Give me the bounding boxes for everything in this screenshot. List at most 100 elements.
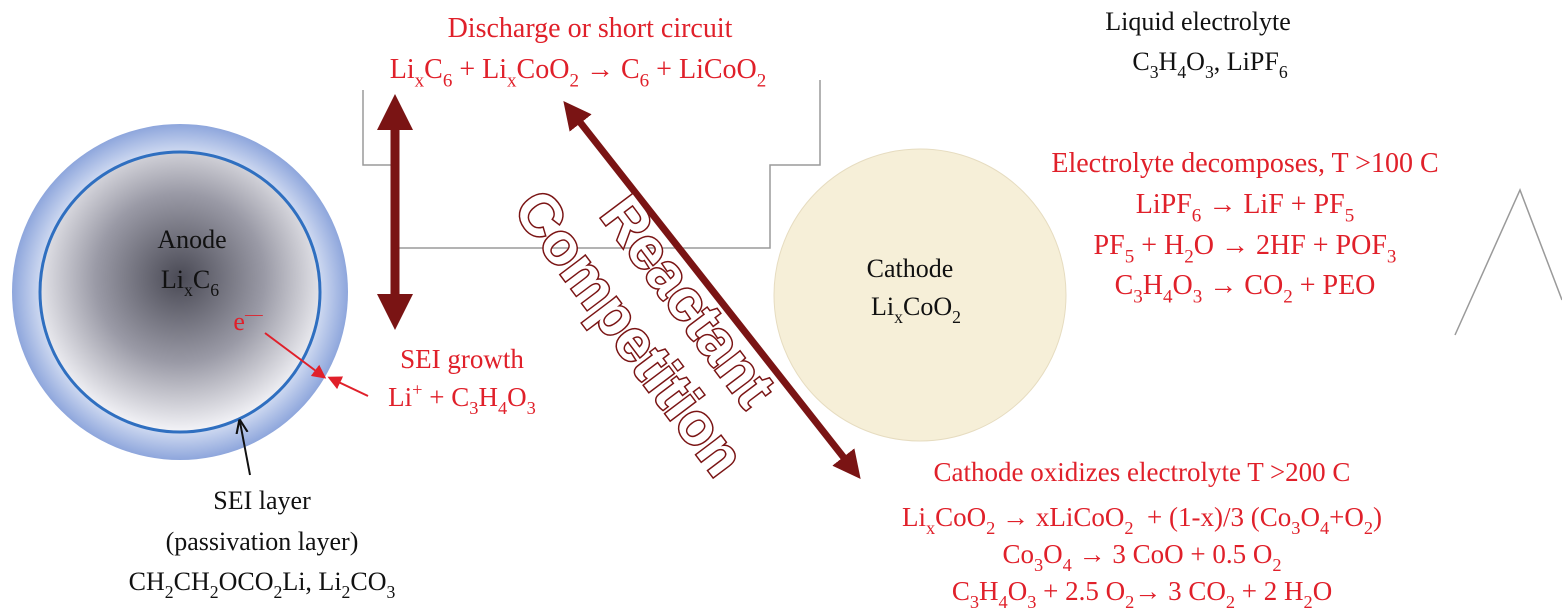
formula-text: O (1043, 539, 1063, 569)
formula-text: + Li (452, 54, 507, 85)
formula-text: Li (388, 382, 412, 412)
formula-text: Li, Li (282, 567, 341, 596)
subscript: 4 (1177, 62, 1186, 82)
ion-arrow (327, 376, 369, 397)
subscript: 2 (1124, 518, 1133, 538)
formula-text: O (1008, 576, 1028, 606)
formula-text: + H (1134, 230, 1184, 261)
subscript: 2 (569, 70, 579, 91)
subscript: 4 (1163, 286, 1173, 307)
oxidation-equation: Co3O4 → 3 CoO + 0.5 O2 (1002, 539, 1281, 575)
subscript: 3 (387, 582, 396, 602)
formula-text: CoO (935, 502, 986, 532)
cathode-formula: LixCoO2 (871, 292, 961, 327)
sei-layer-formula: CH2CH2OCO2Li, Li2CO3 (129, 567, 396, 602)
subscript: 6 (640, 70, 650, 91)
formula-text: O → 2HF + POF (1194, 230, 1387, 261)
formula-text: O (1300, 502, 1320, 532)
formula-text: CoO (903, 292, 952, 321)
subscript: 3 (1150, 62, 1159, 82)
formula-text: → CO (1202, 270, 1283, 301)
formula-text: Co (1002, 539, 1034, 569)
formula-text: e (233, 307, 245, 336)
cathode-label: Cathode (867, 254, 954, 283)
formula-text: C (1115, 270, 1134, 301)
subscript: 3 (1291, 518, 1300, 538)
subscript: 2 (273, 582, 282, 602)
subscript: 2 (1272, 555, 1281, 575)
formula-text: → C (579, 54, 640, 85)
anode-formula: LixC6 (161, 265, 219, 300)
sei-growth-title: SEI growth (400, 344, 524, 374)
formula-text: + 2 H (1235, 576, 1303, 606)
subscript: 6 (1192, 205, 1202, 226)
discharge-title: Discharge or short circuit (448, 13, 733, 44)
formula-text: → 3 CO (1134, 576, 1226, 606)
subscript: 2 (1364, 518, 1373, 538)
sei-layer-title: SEI layer (213, 486, 311, 515)
formula-text: ) (1373, 502, 1382, 532)
subscript: 6 (443, 70, 453, 91)
electron-label: e— (233, 304, 263, 336)
subscript: 3 (1387, 246, 1397, 267)
formula-text: H (1159, 47, 1178, 76)
formula-text: O (1313, 576, 1333, 606)
subscript: 6 (210, 280, 219, 300)
subscript: 2 (1226, 592, 1235, 612)
formula-text: O (507, 382, 527, 412)
subscript: 2 (1184, 246, 1194, 267)
formula-text: H (1143, 270, 1163, 301)
formula-text: O (1173, 270, 1193, 301)
subscript: x (507, 70, 517, 91)
formula-text: + LiCoO (649, 54, 757, 85)
formula-text: O (1186, 47, 1205, 76)
formula-text: C (193, 265, 210, 294)
subscript: 2 (165, 582, 174, 602)
competition-label: Reactant Competition (500, 177, 789, 489)
formula-text: CH (129, 567, 165, 596)
formula-text: C (424, 54, 443, 85)
decomposition-equation: C3H4O3 → CO2 + PEO (1115, 270, 1376, 307)
subscript: 4 (999, 592, 1008, 612)
subscript: 3 (1133, 286, 1143, 307)
subscript: 3 (1027, 592, 1036, 612)
formula-text: Li (902, 502, 926, 532)
formula-text: → 3 CoO + 0.5 O (1072, 539, 1272, 569)
formula-text: + (1-x)/3 (Co (1134, 502, 1292, 532)
pointer-arrow (240, 422, 251, 476)
oxidation-equation: LixCoO2 → xLiCoO2 + (1-x)/3 (Co3O4+O2) (902, 502, 1382, 538)
formula-text: Li (390, 54, 415, 85)
decomposition-equation: LiPF6 → LiF + PF5 (1136, 189, 1354, 226)
formula-text: +O (1329, 502, 1364, 532)
subscript: 3 (469, 398, 478, 418)
formula-text: + PEO (1293, 270, 1376, 301)
subscript: x (184, 280, 193, 300)
subscript: 2 (1304, 592, 1313, 612)
subscript: 2 (342, 582, 351, 602)
formula-text: C (952, 576, 970, 606)
formula-text: PF (1094, 230, 1125, 261)
formula-text: CoO (517, 54, 570, 85)
formula-text: , LiPF (1214, 47, 1279, 76)
superscript: — (244, 304, 263, 324)
subscript: 3 (1034, 555, 1043, 575)
oxidation-title: Cathode oxidizes electrolyte T >200 C (934, 457, 1351, 487)
electrolyte-title: Liquid electrolyte (1105, 7, 1291, 36)
formula-text: + 2.5 O (1036, 576, 1125, 606)
formula-text: LiPF (1136, 189, 1192, 220)
subscript: 3 (527, 398, 536, 418)
sei-growth-formula: Li+ + C3H4O3 (388, 380, 536, 418)
subscript: 5 (1345, 205, 1355, 226)
subscript: 3 (1193, 286, 1203, 307)
subscript: 6 (1279, 62, 1288, 82)
subscript: 2 (210, 582, 219, 602)
formula-text: + C (423, 382, 470, 412)
double-arrow (563, 100, 861, 480)
subscript: x (894, 307, 903, 327)
decomposition-title: Electrolyte decomposes, T >100 C (1051, 148, 1438, 179)
electron-arrow (264, 332, 327, 379)
subscript: x (415, 70, 425, 91)
decomposition-equation: PF5 + H2O → 2HF + POF3 (1094, 230, 1397, 267)
